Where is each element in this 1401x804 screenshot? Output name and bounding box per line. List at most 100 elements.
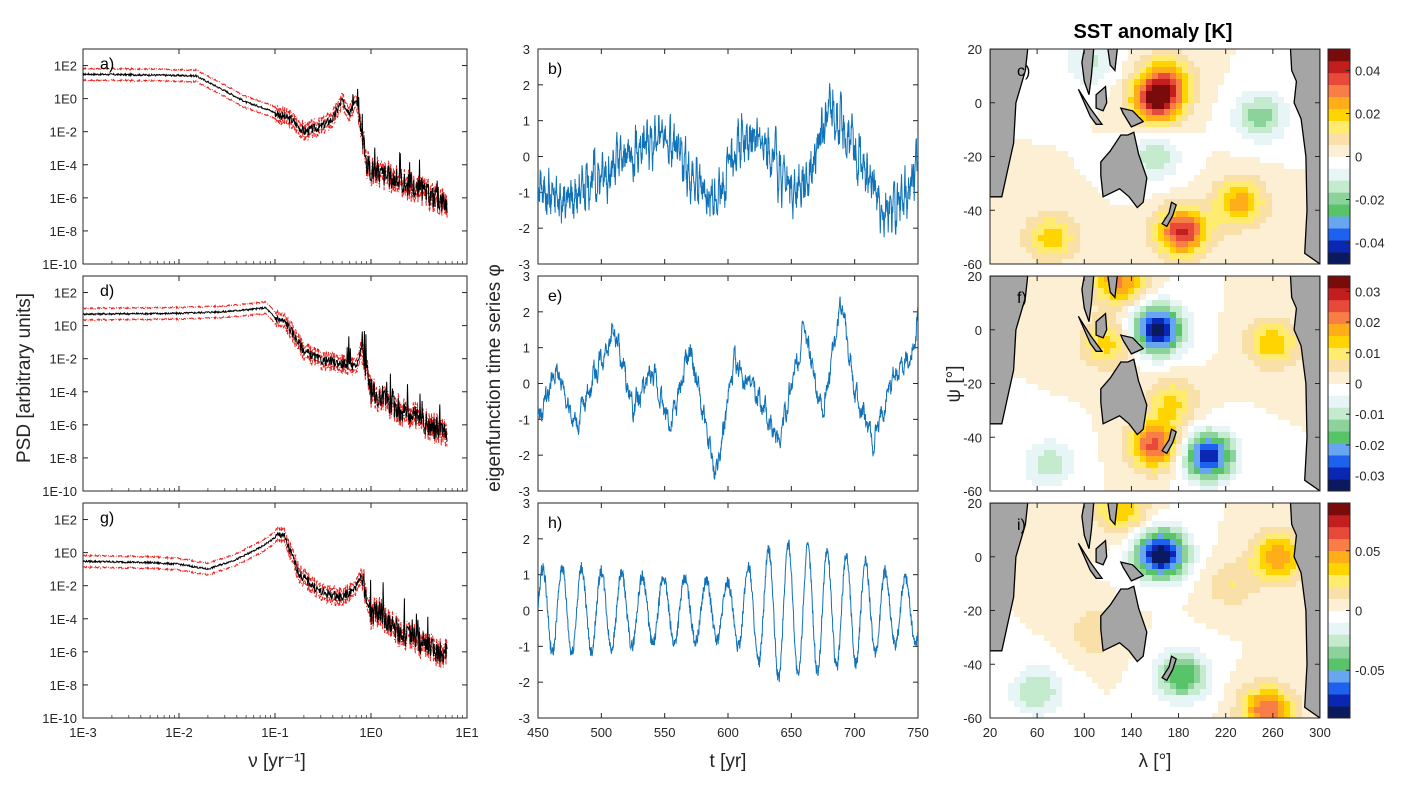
sst-cell [1248, 115, 1255, 122]
sst-cell [1230, 67, 1237, 74]
sst-cell [1224, 49, 1231, 56]
sst-cell [1188, 79, 1195, 86]
sst-cell [1248, 474, 1255, 481]
sst-cell [1062, 671, 1069, 678]
sst-cell [1062, 623, 1069, 630]
sst-cell [1230, 450, 1237, 457]
sst-cell [1044, 611, 1051, 618]
sst-cell [1062, 432, 1069, 439]
sst-cell [1152, 97, 1159, 104]
sst-cell [1134, 91, 1141, 98]
sst-cell [1236, 306, 1243, 313]
sst-cell [1020, 378, 1027, 385]
sst-cell [1272, 348, 1279, 355]
sst-cell [1044, 420, 1051, 427]
sst-cell [1014, 420, 1021, 427]
sst-cell [1212, 247, 1219, 254]
sst-cell [1242, 360, 1249, 367]
sst-cell [1158, 342, 1165, 349]
sst-cell [1164, 300, 1171, 307]
sst-cell [1158, 73, 1165, 80]
psd-ytick-label: 1E-10 [42, 484, 77, 499]
sst-cell [1092, 211, 1099, 218]
sst-cell [1044, 49, 1051, 56]
sst-cell [1044, 181, 1051, 188]
sst-cell [1074, 503, 1081, 510]
sst-cell [1236, 103, 1243, 110]
sst-cell [1254, 354, 1261, 361]
sst-cell [1254, 139, 1261, 146]
sst-cell [1200, 474, 1207, 481]
psd-ytick-label: 1E-6 [50, 191, 77, 206]
sst-cell [1062, 539, 1069, 546]
sst-cell [1026, 342, 1033, 349]
sst-cell [1188, 462, 1195, 469]
sst-cell [1200, 462, 1207, 469]
sst-cell [1296, 157, 1303, 164]
sst-cell [1278, 145, 1285, 152]
sst-cell [1194, 187, 1201, 194]
sst-cell [1170, 127, 1177, 134]
sst-cell [1044, 294, 1051, 301]
sst-cell [1170, 55, 1177, 62]
sst-cell [1170, 109, 1177, 116]
sst-cell [1164, 276, 1171, 283]
sst-cell [1152, 276, 1159, 283]
sst-cell [1134, 306, 1141, 313]
sst-cell [990, 247, 997, 254]
sst-cell [1008, 641, 1015, 648]
sst-cell [1128, 318, 1135, 325]
sst-cell [1020, 599, 1027, 606]
sst-cell [1068, 121, 1075, 128]
sst-cell [1068, 187, 1075, 194]
sst-cell [1206, 73, 1213, 80]
sst-cell [1050, 587, 1057, 594]
sst-cell [1278, 109, 1285, 116]
sst-cell [1290, 247, 1297, 254]
sst-cell [1254, 193, 1261, 200]
sst-cell [1098, 384, 1105, 391]
sst-cell [1152, 151, 1159, 158]
sst-cell [1302, 217, 1309, 224]
timeseries-line [538, 296, 918, 480]
colorbar-segment [1328, 443, 1350, 456]
sst-cell [1014, 396, 1021, 403]
sst-cell [1236, 169, 1243, 176]
sst-cell [1272, 49, 1279, 56]
sst-cell [1176, 241, 1183, 248]
sst-cell [1272, 217, 1279, 224]
sst-cell [1110, 342, 1117, 349]
sst-cell [1206, 181, 1213, 188]
sst-cell [1254, 336, 1261, 343]
sst-cell [1188, 259, 1195, 264]
sst-cell [1290, 97, 1297, 104]
sst-cell [1086, 402, 1093, 409]
sst-cell [1236, 468, 1243, 475]
sst-cell [1296, 432, 1303, 439]
sst-cell [1236, 205, 1243, 212]
sst-cell [1092, 163, 1099, 170]
sst-cell [1194, 366, 1201, 373]
sst-cell [1050, 336, 1057, 343]
sst-cell [1140, 438, 1147, 445]
sst-cell [1290, 426, 1297, 433]
sst-cell [1032, 450, 1039, 457]
sst-cell [1026, 360, 1033, 367]
sst-cell [1188, 450, 1195, 457]
sst-cell [1062, 145, 1069, 152]
sst-cell [1032, 438, 1039, 445]
sst-cell [1032, 653, 1039, 660]
sst-cell [1116, 115, 1123, 122]
sst-cell [1110, 217, 1117, 224]
sst-cell [1074, 456, 1081, 463]
sst-cell [1032, 533, 1039, 540]
sst-cell [1236, 324, 1243, 331]
sst-cell [1278, 157, 1285, 164]
sst-cell [1248, 169, 1255, 176]
sst-cell [1038, 665, 1045, 672]
sst-cell [1098, 133, 1105, 140]
sst-cell [1200, 366, 1207, 373]
sst-cell [1218, 342, 1225, 349]
sst-cell [1236, 342, 1243, 349]
